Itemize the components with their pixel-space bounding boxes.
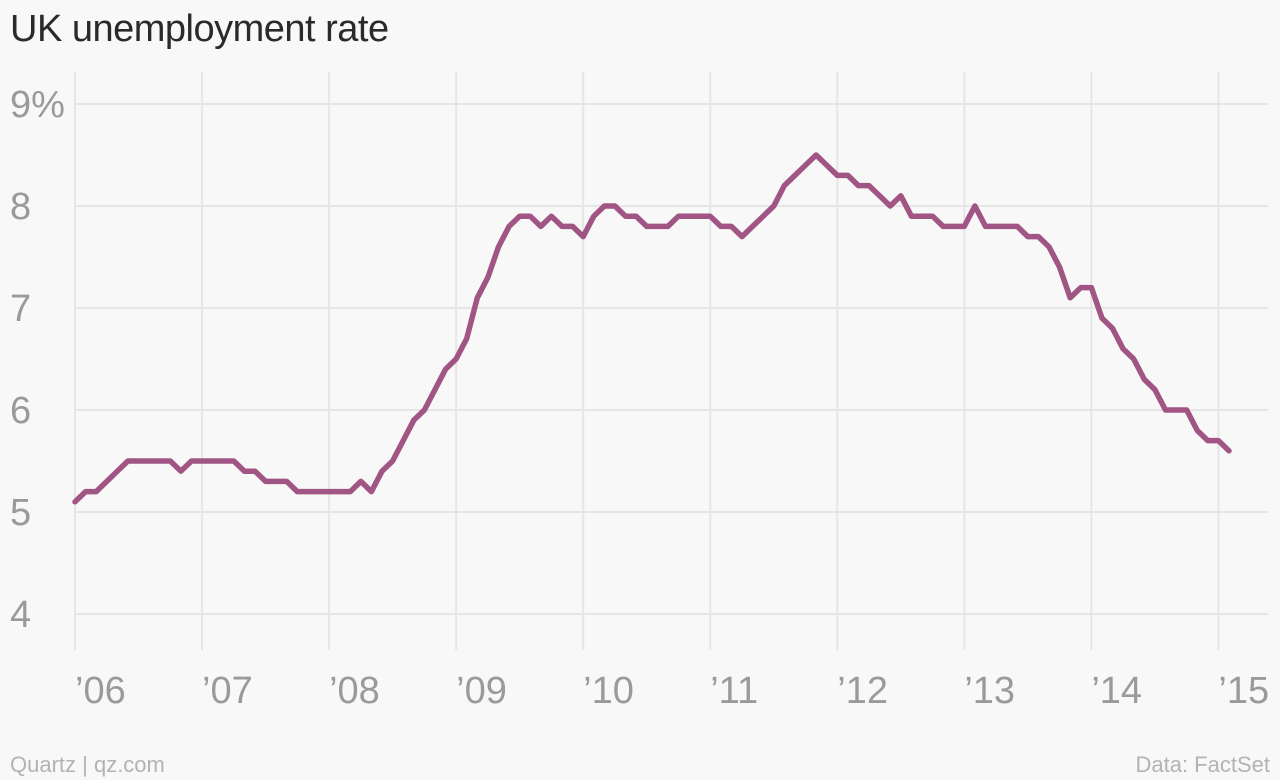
x-tick-label: ’06 (75, 670, 126, 712)
unemployment-rate-line (72, 152, 1232, 505)
y-tick-label: 5 (10, 492, 31, 534)
footer-source-left: Quartz | qz.com (10, 752, 165, 777)
y-tick-label: 4 (10, 594, 31, 636)
grid (74, 72, 1268, 650)
x-tick-label: ’12 (837, 670, 888, 712)
y-tick-label: 9% (10, 84, 65, 126)
x-tick-label: ’10 (583, 670, 634, 712)
x-axis-ticks: ’06 ’07 ’08 ’09 ’10 ’11 ’12 ’13 ’14 ’15 (75, 670, 1269, 712)
x-tick-label: ’15 (1218, 670, 1269, 712)
x-tick-label: ’14 (1091, 670, 1142, 712)
y-tick-label: 8 (10, 186, 31, 228)
y-tick-label: 7 (10, 288, 31, 330)
x-tick-label: ’11 (710, 670, 758, 712)
x-tick-label: ’09 (456, 670, 507, 712)
y-axis-ticks: 4 5 6 7 8 9% (10, 84, 65, 636)
series-layer (72, 152, 1232, 505)
x-tick-label: ’07 (202, 670, 253, 712)
y-tick-label: 6 (10, 390, 31, 432)
chart-title: UK unemployment rate (10, 8, 389, 50)
footer-source-right: Data: FactSet (1135, 752, 1270, 777)
x-tick-label: ’08 (329, 670, 380, 712)
x-tick-label: ’13 (964, 670, 1015, 712)
